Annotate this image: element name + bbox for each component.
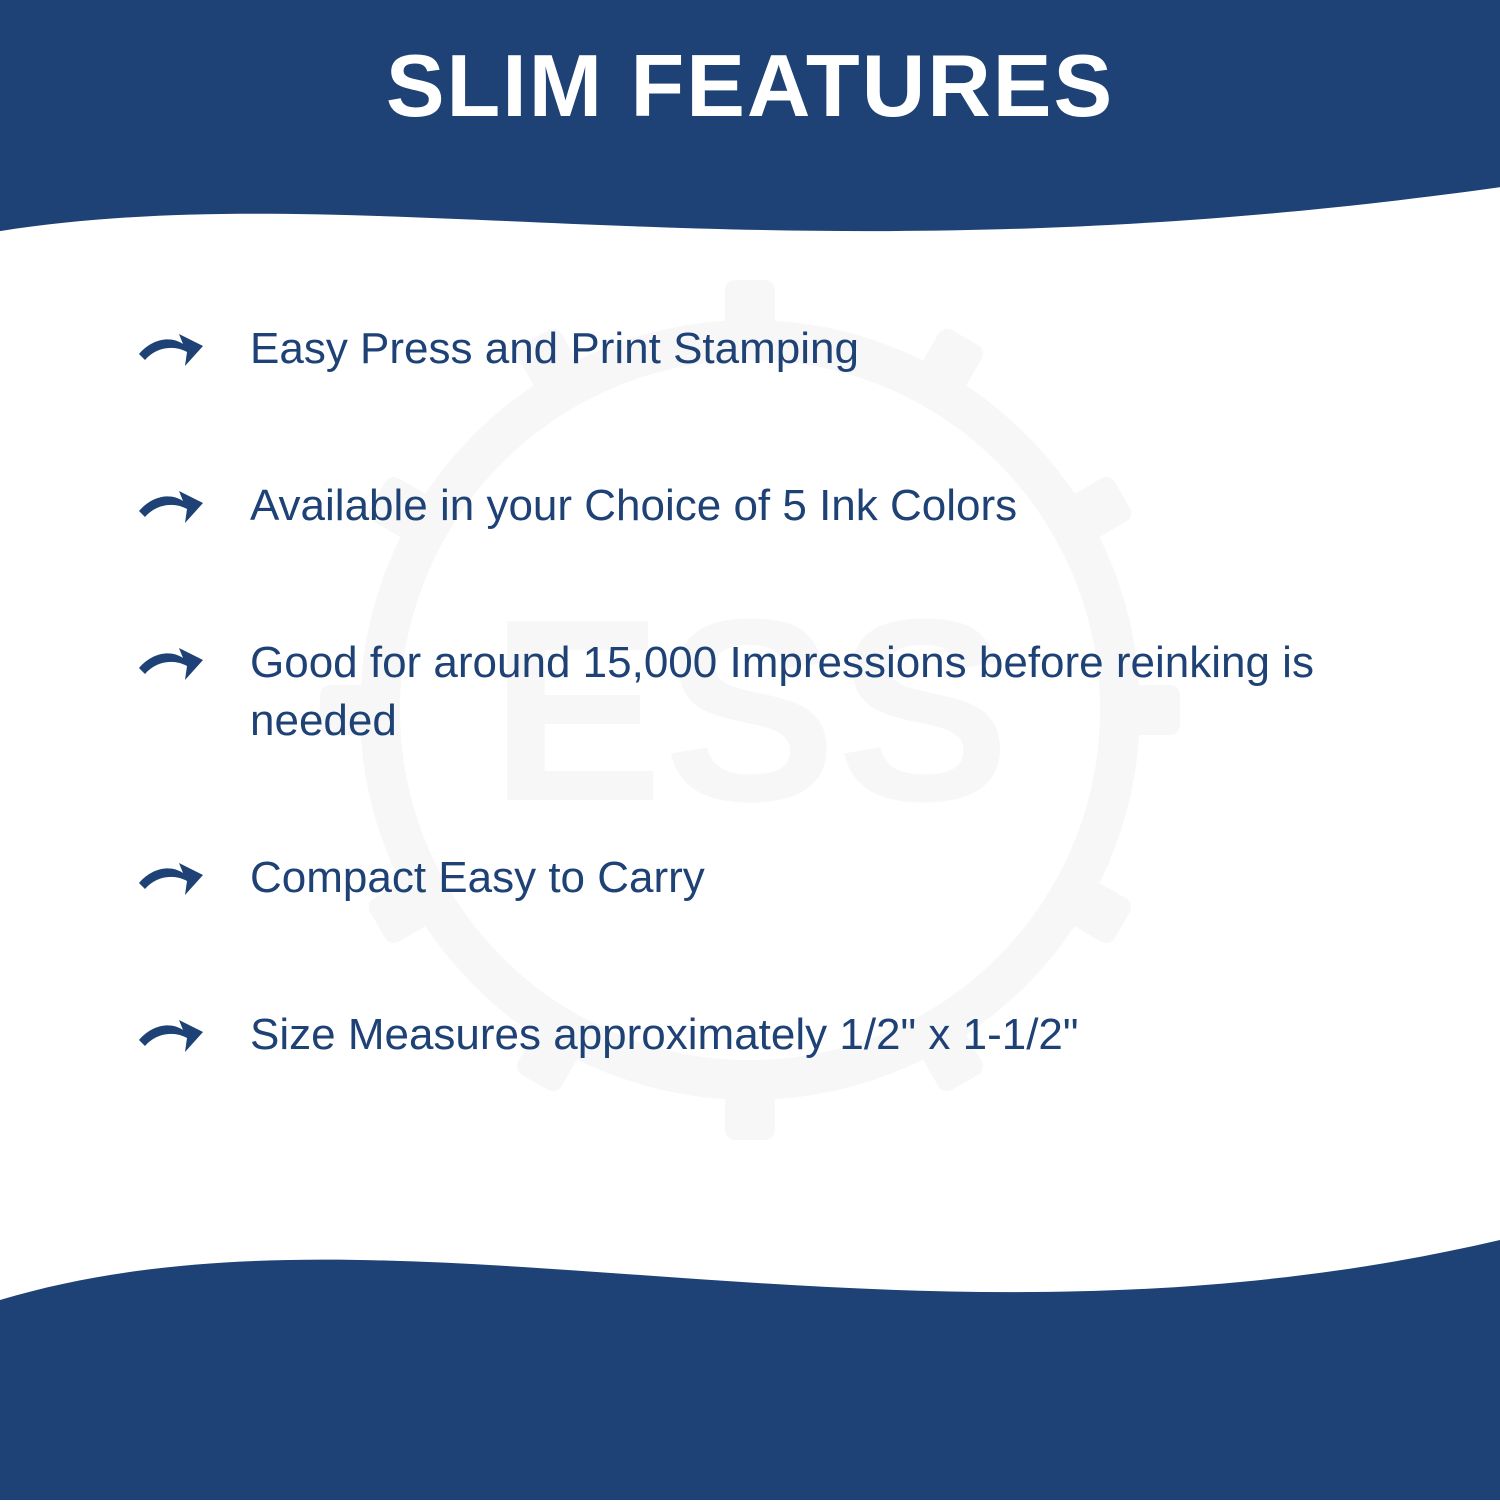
feature-item: Easy Press and Print Stamping — [120, 320, 1380, 377]
feature-item: Compact Easy to Carry — [120, 849, 1380, 906]
arrow-icon — [120, 1006, 220, 1056]
page-title: SLIM FEATURES — [0, 0, 1500, 137]
feature-item: Available in your Choice of 5 Ink Colors — [120, 477, 1380, 534]
feature-list: Easy Press and Print Stamping Available … — [0, 260, 1500, 1063]
header-banner: SLIM FEATURES — [0, 0, 1500, 260]
feature-text: Easy Press and Print Stamping — [220, 320, 1380, 377]
footer-wave — [0, 1120, 1500, 1500]
arrow-icon — [120, 477, 220, 527]
arrow-icon — [120, 320, 220, 370]
arrow-icon — [120, 634, 220, 684]
feature-text: Size Measures approximately 1/2" x 1-1/2… — [220, 1006, 1380, 1063]
feature-text: Available in your Choice of 5 Ink Colors — [220, 477, 1380, 534]
feature-text: Good for around 15,000 Impressions befor… — [220, 634, 1380, 748]
feature-text: Compact Easy to Carry — [220, 849, 1380, 906]
arrow-icon — [120, 849, 220, 899]
feature-item: Size Measures approximately 1/2" x 1-1/2… — [120, 1006, 1380, 1063]
feature-item: Good for around 15,000 Impressions befor… — [120, 634, 1380, 748]
